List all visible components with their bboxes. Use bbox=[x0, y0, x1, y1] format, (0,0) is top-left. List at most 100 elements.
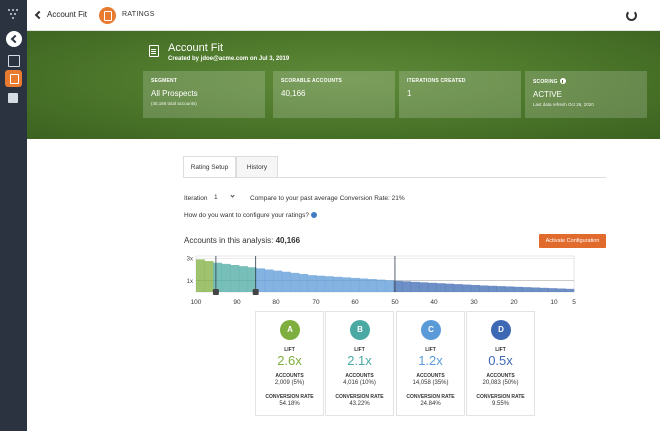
conversion-rate-label: CONVERSION RATE bbox=[335, 394, 384, 400]
chart-bar bbox=[513, 286, 523, 292]
x-tick-label: 10 bbox=[550, 299, 558, 306]
chart-bar bbox=[462, 284, 472, 292]
chart-bar bbox=[204, 261, 214, 292]
grade-card-b: B LIFT 2.1x ACCOUNTS 4,016 (10%) CONVERS… bbox=[325, 311, 394, 416]
stat-label: SCORABLE ACCOUNTS bbox=[281, 78, 342, 84]
back-link[interactable]: Account Fit bbox=[47, 10, 88, 19]
lift-label: LIFT bbox=[354, 347, 365, 353]
chart-bar bbox=[556, 288, 566, 292]
document-icon[interactable] bbox=[5, 52, 22, 69]
chart-bar bbox=[213, 262, 223, 292]
conversion-rate-value: 43.22% bbox=[349, 401, 370, 407]
chevron-down-icon bbox=[230, 193, 235, 198]
chart-bar bbox=[470, 285, 480, 292]
accounts-value: 14,058 (35%) bbox=[412, 380, 449, 386]
accounts-value: 20,083 (50%) bbox=[482, 380, 519, 386]
chart-bar bbox=[522, 287, 532, 292]
left-rail bbox=[0, 0, 27, 431]
chart-bar bbox=[333, 276, 343, 292]
stat-iterations: ITERATIONS CREATED 1 bbox=[399, 71, 521, 118]
collapse-nav-icon[interactable] bbox=[6, 31, 22, 47]
chart-bar bbox=[247, 267, 257, 292]
chart-bar bbox=[436, 283, 446, 292]
chart-bar bbox=[385, 280, 394, 292]
accounts-value: 2,009 (5%) bbox=[274, 380, 305, 386]
refresh-icon[interactable] bbox=[626, 10, 637, 21]
logo-icon bbox=[8, 9, 20, 21]
chart-bar bbox=[565, 288, 575, 292]
chart-bar bbox=[230, 265, 240, 292]
chart-bar bbox=[496, 286, 506, 292]
accounts-label: Accounts in this analysis: bbox=[184, 236, 274, 245]
chart-bar bbox=[256, 268, 266, 292]
chart-bar bbox=[350, 277, 360, 292]
chart-bar bbox=[410, 281, 420, 292]
notes-icon[interactable] bbox=[5, 90, 22, 107]
chart-bar bbox=[196, 259, 205, 292]
chart-bar bbox=[488, 285, 497, 292]
x-tick-label: 90 bbox=[233, 299, 241, 306]
grade-card-a: A LIFT 2.6x ACCOUNTS 2,009 (5%) CONVERSI… bbox=[255, 311, 324, 416]
conversion-rate-label: CONVERSION RATE bbox=[406, 394, 455, 400]
chart-bar bbox=[367, 279, 377, 292]
chart-bar bbox=[324, 276, 334, 292]
stat-note: (40,166 total accounts) bbox=[151, 101, 197, 106]
x-tick-label: 80 bbox=[272, 299, 280, 306]
tab-rating-setup[interactable]: Rating Setup bbox=[183, 156, 236, 178]
stat-label: ITERATIONS CREATED bbox=[407, 78, 466, 84]
grade-badge: D bbox=[491, 320, 511, 340]
stat-label: SCORING bbox=[533, 79, 558, 85]
stat-scorable-accounts: SCORABLE ACCOUNTS 40,166 bbox=[273, 71, 395, 118]
config-question: How do you want to configure your rating… bbox=[184, 212, 318, 219]
chart-bar bbox=[221, 263, 231, 292]
lift-value: 0.5x bbox=[488, 353, 513, 368]
accounts-label: ACCOUNTS bbox=[275, 373, 304, 379]
back-chevron-icon[interactable] bbox=[34, 10, 44, 20]
chart-bar bbox=[238, 266, 248, 292]
ratings-nav-icon[interactable] bbox=[5, 70, 22, 87]
chart-bar bbox=[281, 271, 291, 292]
cutoff-handle bbox=[212, 289, 219, 295]
iteration-select[interactable]: 1 bbox=[211, 191, 238, 204]
chart-bar bbox=[539, 287, 549, 292]
document-icon bbox=[149, 45, 159, 57]
chart-bar bbox=[445, 283, 455, 292]
conversion-rate-label: CONVERSION RATE bbox=[476, 394, 525, 400]
activate-configuration-button[interactable]: Activate Configuration bbox=[539, 234, 606, 248]
stat-value: 1 bbox=[407, 89, 412, 98]
chart-bar bbox=[342, 277, 351, 292]
stat-value: 40,166 bbox=[281, 89, 306, 98]
stat-value: ACTIVE bbox=[533, 90, 562, 99]
chart-bar bbox=[402, 281, 412, 292]
y-tick-label: 1x bbox=[187, 279, 193, 285]
stat-scoring: SCORING ACTIVE Last data refresh Oct 26,… bbox=[525, 71, 647, 118]
chart-bar bbox=[273, 270, 283, 292]
conversion-rate-label: CONVERSION RATE bbox=[265, 394, 314, 400]
iteration-label: Iteration bbox=[184, 195, 208, 202]
info-icon[interactable] bbox=[559, 78, 566, 84]
ratings-badge-icon bbox=[99, 7, 116, 24]
config-question-text: How do you want to configure your rating… bbox=[184, 212, 310, 219]
hero-header: Account Fit Created by jdoe@acme.com on … bbox=[27, 31, 660, 139]
conversion-rate-value: 54.18% bbox=[279, 401, 300, 407]
chart-bar bbox=[290, 272, 300, 292]
lift-value: 2.1x bbox=[347, 353, 372, 368]
info-icon[interactable] bbox=[311, 212, 318, 218]
lift-label: LIFT bbox=[495, 347, 506, 353]
stat-note: Last data refresh Oct 26, 2020 bbox=[533, 102, 594, 107]
accounts-label: ACCOUNTS bbox=[416, 373, 445, 379]
grade-badge: B bbox=[350, 320, 370, 340]
x-tick-label: 30 bbox=[470, 299, 478, 306]
accounts-value: 4,016 (10%) bbox=[343, 380, 376, 386]
chart-bar bbox=[548, 288, 558, 292]
chart-bar bbox=[359, 278, 369, 292]
lift-value: 2.6x bbox=[277, 353, 302, 368]
top-bar: Account Fit RATINGS bbox=[27, 0, 660, 31]
x-tick-label: 60 bbox=[351, 299, 359, 306]
iteration-value: 1 bbox=[214, 194, 218, 201]
lift-chart[interactable]: 3x 1x 100 90 80 70 60 50 40 30 20 10 5 bbox=[180, 250, 580, 312]
chart-bar bbox=[316, 275, 326, 292]
conversion-rate-value: 24.84% bbox=[420, 401, 441, 407]
tab-history[interactable]: History bbox=[236, 156, 278, 178]
